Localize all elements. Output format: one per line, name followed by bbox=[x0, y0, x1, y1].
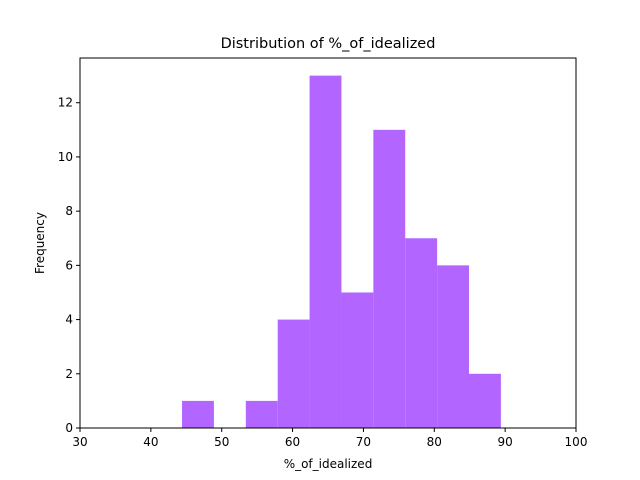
histogram-bar bbox=[182, 400, 214, 428]
x-tick-label: 80 bbox=[427, 435, 442, 449]
histogram-bar bbox=[437, 265, 470, 428]
x-tick-label: 70 bbox=[356, 435, 371, 449]
histogram-bar bbox=[245, 400, 278, 428]
plot-frame bbox=[79, 57, 577, 429]
x-axis-label: %_of_idealized bbox=[284, 457, 373, 471]
x-tick-label: 60 bbox=[285, 435, 300, 449]
y-tick-label: 8 bbox=[65, 204, 73, 218]
histogram-bar bbox=[373, 129, 406, 429]
y-axis-ticks: 0 2 4 6 8 10 12 bbox=[58, 96, 80, 435]
histogram-bar bbox=[405, 238, 438, 428]
histogram-bar bbox=[309, 75, 342, 428]
y-tick-label: 0 bbox=[65, 421, 73, 435]
x-axis-ticks: 30 40 50 60 70 80 90 100 bbox=[72, 428, 587, 449]
x-tick-label: 50 bbox=[214, 435, 229, 449]
y-tick-label: 4 bbox=[65, 313, 73, 327]
histogram-bar bbox=[469, 373, 501, 428]
x-tick-label: 100 bbox=[565, 435, 588, 449]
histogram-bar bbox=[277, 319, 310, 428]
bars-group bbox=[182, 75, 501, 429]
y-axis-label: Frequency bbox=[33, 212, 47, 274]
y-tick-label: 10 bbox=[58, 150, 73, 164]
y-tick-label: 6 bbox=[65, 258, 73, 272]
histogram-bar bbox=[341, 292, 374, 428]
y-tick-label: 12 bbox=[58, 96, 73, 110]
x-tick-label: 30 bbox=[72, 435, 87, 449]
x-tick-label: 40 bbox=[143, 435, 158, 449]
chart-title: Distribution of %_of_idealized bbox=[221, 36, 436, 52]
x-tick-label: 90 bbox=[498, 435, 513, 449]
y-tick-label: 2 bbox=[65, 367, 73, 381]
